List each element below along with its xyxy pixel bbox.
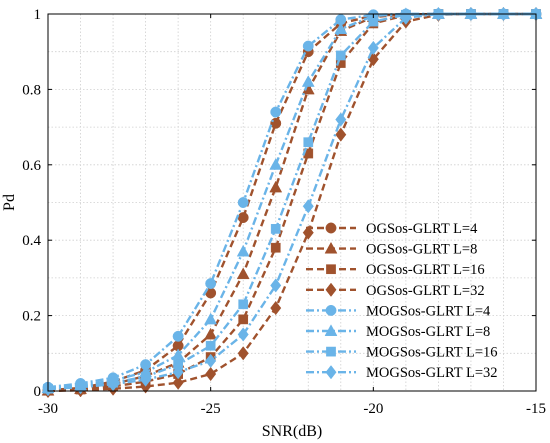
legend-item: OGSos-GLRT L=32 <box>306 282 485 299</box>
data-point-diamond <box>270 278 282 293</box>
x-tick-label: -25 <box>201 401 221 417</box>
axis-ticks: -30 -25 -20 -15 0 0.2 0.4 0.6 0.8 1 <box>22 7 546 417</box>
legend-marker-diamond <box>325 282 337 297</box>
data-point-diamond <box>237 346 249 361</box>
y-tick-label: 1 <box>34 7 42 23</box>
data-point-circle <box>270 117 282 129</box>
legend-label: OGSos-GLRT L=8 <box>366 242 477 258</box>
data-point-triangle <box>204 312 218 325</box>
data-point-circle <box>237 212 249 224</box>
legend-marker-circle <box>325 304 337 316</box>
data-point-diamond <box>270 300 282 316</box>
legend-marker-diamond <box>325 365 337 380</box>
data-point-diamond <box>335 127 347 142</box>
legend-marker-square <box>326 346 336 357</box>
legend-label: MOGSos-GLRT L=4 <box>366 303 491 319</box>
data-point-diamond <box>205 366 217 382</box>
data-point-square <box>270 224 281 234</box>
data-point-triangle <box>236 267 250 280</box>
data-point-square <box>270 242 281 253</box>
legend-marker-circle <box>325 222 337 234</box>
legend-label: MOGSos-GLRT L=32 <box>366 365 498 381</box>
data-point-circle <box>205 278 217 290</box>
series-line <box>47 12 536 392</box>
legend-marker-triangle <box>324 324 338 336</box>
y-axis-label: Pd <box>1 194 18 211</box>
y-tick-label: 0.8 <box>22 82 41 98</box>
data-point-diamond <box>172 375 184 390</box>
data-point-circle <box>172 330 184 342</box>
series-line <box>47 12 536 393</box>
legend-label: OGSos-GLRT L=32 <box>366 283 485 299</box>
x-axis-label: SNR(dB) <box>262 423 322 440</box>
data-point-diamond <box>302 225 314 240</box>
data-point-diamond <box>172 365 184 380</box>
legend-item: OGSos-GLRT L=8 <box>306 242 477 258</box>
legend-label: MOGSos-GLRT L=8 <box>366 324 490 340</box>
series-line <box>47 12 536 391</box>
legend-item: MOGSos-GLRT L=32 <box>306 365 498 381</box>
series-8 <box>42 6 542 397</box>
legend-label: OGSos-GLRT L=4 <box>366 221 478 237</box>
data-point-square <box>205 340 216 351</box>
x-tick-label: -20 <box>363 401 383 417</box>
data-point-triangle <box>301 75 315 87</box>
x-tick-label: -15 <box>526 401 546 417</box>
legend-item: MOGSos-GLRT L=8 <box>306 324 490 340</box>
data-point-diamond <box>302 199 314 214</box>
legend-marker-triangle <box>324 241 338 254</box>
data-point-square <box>335 50 346 61</box>
data-point-square <box>368 16 379 27</box>
data-point-triangle <box>334 22 348 35</box>
plot-area-frame <box>47 13 537 392</box>
y-tick-label: 0.6 <box>22 158 41 174</box>
legend: OGSos-GLRT L=4 OGSos-GLRT L=8 OGSos-GLRT L… <box>306 221 498 381</box>
y-tick-label: 0.4 <box>22 233 41 249</box>
x-tick-label: -30 <box>38 401 58 417</box>
data-point-square <box>303 137 314 148</box>
data-point-square <box>238 299 249 310</box>
data-point-triangle <box>204 327 218 340</box>
data-point-diamond <box>367 40 379 56</box>
legend-label: MOGSos-GLRT L=16 <box>366 345 498 361</box>
y-tick-label: 0.2 <box>22 309 41 325</box>
data-point-triangle <box>269 180 283 193</box>
data-point-diamond <box>335 112 347 127</box>
data-point-triangle <box>269 158 283 170</box>
y-tick-label: 0 <box>34 384 42 400</box>
data-point-diamond <box>140 372 152 387</box>
data-point-circle <box>237 197 249 208</box>
legend-item: OGSos-GLRT L=4 <box>306 221 478 237</box>
legend-item: MOGSos-GLRT L=4 <box>306 303 491 319</box>
legend-marker-square <box>326 264 336 275</box>
legend-label: OGSos-GLRT L=16 <box>366 262 485 278</box>
data-point-circle <box>270 106 282 118</box>
data-point-diamond <box>237 327 249 342</box>
data-point-circle <box>302 40 314 52</box>
data-point-diamond <box>205 353 217 368</box>
data-point-square <box>238 314 249 325</box>
legend-item: MOGSos-GLRT L=16 <box>306 345 498 361</box>
legend-item: OGSos-GLRT L=16 <box>306 262 485 278</box>
data-point-triangle <box>236 244 250 257</box>
